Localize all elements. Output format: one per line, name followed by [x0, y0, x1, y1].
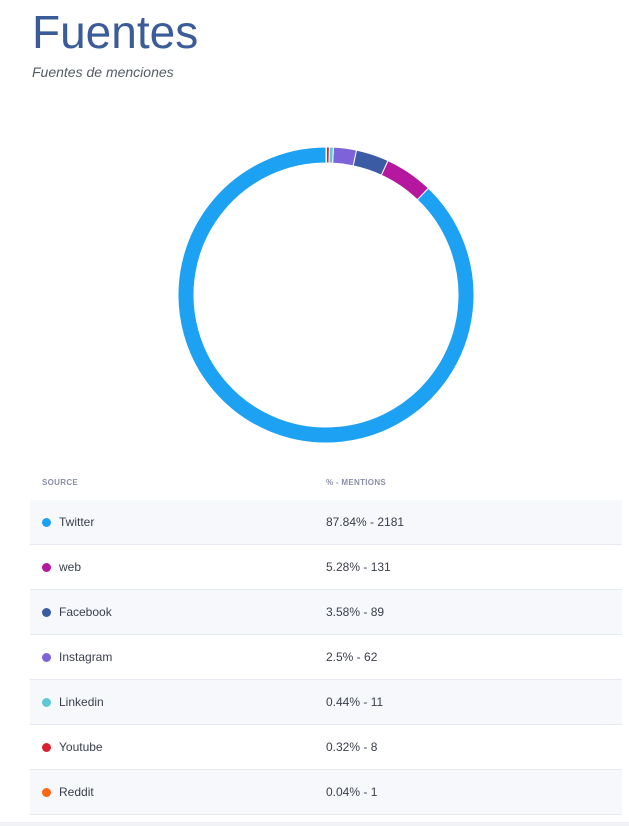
legend-dot-icon — [42, 788, 51, 797]
table-header: SOURCE % - MENTIONS — [30, 470, 622, 500]
source-label: Instagram — [59, 650, 113, 664]
table-row: Instagram 2.5% - 62 — [30, 635, 622, 680]
source-label: Facebook — [59, 605, 112, 619]
donut-slice-web[interactable] — [380, 159, 430, 201]
donut-chart — [177, 146, 475, 444]
legend-dot-icon — [42, 518, 51, 527]
source-label: Linkedin — [59, 695, 104, 709]
legend-dot-icon — [42, 698, 51, 707]
source-label: Youtube — [59, 740, 103, 754]
legend-dot-icon — [42, 653, 51, 662]
table-row: web 5.28% - 131 — [30, 545, 622, 590]
donut-slice-facebook[interactable] — [352, 149, 389, 176]
table-row: Youtube 0.32% - 8 — [30, 725, 622, 770]
column-header-source: SOURCE — [42, 478, 79, 487]
table-row: Linkedin 0.44% - 11 — [30, 680, 622, 725]
table-row: Twitter 87.84% - 2181 — [30, 500, 622, 545]
mentions-value: 87.84% - 2181 — [326, 515, 405, 529]
donut-slice-twitter[interactable] — [177, 146, 475, 444]
donut-slice-instagram[interactable] — [332, 146, 358, 167]
source-label: Reddit — [59, 785, 94, 799]
legend-dot-icon — [42, 743, 51, 752]
mentions-value: 5.28% - 131 — [326, 560, 391, 574]
page-subtitle: Fuentes de menciones — [32, 64, 174, 80]
mentions-value: 2.5% - 62 — [326, 650, 378, 664]
mentions-value: 0.32% - 8 — [326, 740, 378, 754]
table-body: Twitter 87.84% - 2181 web 5.28% - 131 Facebo… — [30, 500, 622, 815]
divider — [0, 822, 629, 826]
source-label: web — [59, 560, 82, 574]
mentions-value: 0.04% - 1 — [326, 785, 378, 799]
source-label: Twitter — [59, 515, 95, 529]
column-header-mentions: % - MENTIONS — [326, 478, 387, 487]
legend-dot-icon — [42, 608, 51, 617]
sources-table: SOURCE % - MENTIONS Twitter 87.84% - 2181… — [30, 470, 622, 815]
legend-dot-icon — [42, 563, 51, 572]
table-row: Reddit 0.04% - 1 — [30, 770, 622, 815]
table-row: Facebook 3.58% - 89 — [30, 590, 622, 635]
mentions-value: 3.58% - 89 — [326, 605, 385, 619]
page-title: Fuentes — [32, 6, 199, 58]
mentions-value: 0.44% - 11 — [326, 695, 384, 709]
